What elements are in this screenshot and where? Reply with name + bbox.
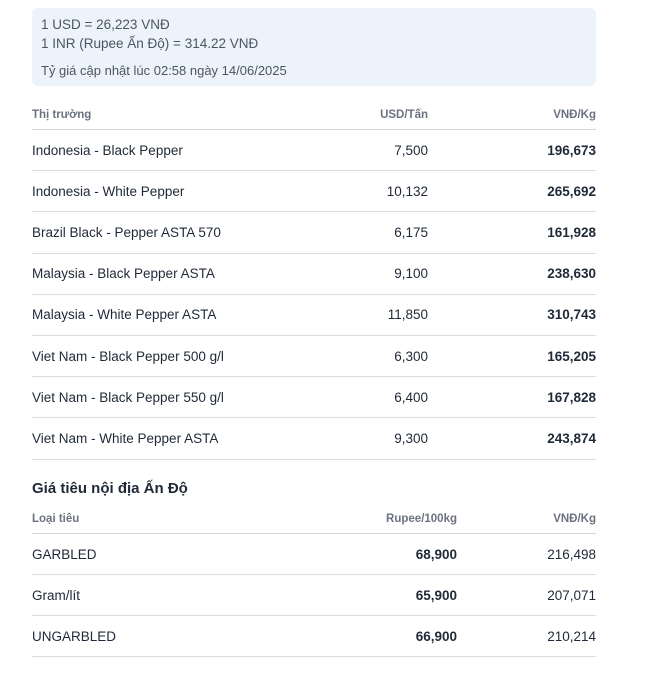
header-vnd-per-kg: VNĐ/Kg bbox=[428, 101, 596, 130]
vnd-price-cell: 216,498 bbox=[457, 533, 596, 575]
market-name-cell: Brazil Black - Pepper ASTA 570 bbox=[32, 211, 342, 254]
market-name-cell: Viet Nam - Black Pepper 500 g/l bbox=[32, 335, 342, 378]
vnd-price-cell: 265,692 bbox=[428, 170, 596, 213]
usd-price-cell: 7,500 bbox=[342, 129, 428, 172]
vnd-price-cell: 196,673 bbox=[428, 129, 596, 172]
vnd-price-cell: 238,630 bbox=[428, 253, 596, 295]
table-row: Indonesia - White Pepper 10,132 265,692 bbox=[32, 170, 596, 213]
market-name-cell: Malaysia - Black Pepper ASTA bbox=[32, 253, 342, 295]
vnd-price-cell: 165,205 bbox=[428, 335, 596, 378]
table-header-row: Thị trường USD/Tấn VNĐ/Kg bbox=[32, 101, 596, 130]
section-title-india-domestic: Giá tiêu nội địa Ấn Độ bbox=[32, 480, 188, 497]
header-pepper-type: Loại tiêu bbox=[32, 505, 342, 534]
rupee-price-cell: 65,900 bbox=[342, 574, 457, 616]
usd-price-cell: 9,100 bbox=[342, 253, 428, 295]
vnd-price-cell: 243,874 bbox=[428, 417, 596, 460]
table-row: UNGARBLED 66,900 210,214 bbox=[32, 615, 596, 657]
usd-price-cell: 9,300 bbox=[342, 417, 428, 460]
market-name-cell: Viet Nam - White Pepper ASTA bbox=[32, 417, 342, 460]
rate-updated-time: Tỷ giá cập nhật lúc 02:58 ngày 14/06/202… bbox=[41, 63, 287, 78]
exchange-rate-box: 1 USD = 26,223 VNĐ 1 INR (Rupee Ấn Độ) =… bbox=[32, 8, 596, 86]
table-row: Viet Nam - White Pepper ASTA 9,300 243,874 bbox=[32, 417, 596, 460]
table-row: Malaysia - White Pepper ASTA 11,850 310,74… bbox=[32, 294, 596, 336]
pepper-type-cell: GARBLED bbox=[32, 533, 342, 575]
market-name-cell: Indonesia - White Pepper bbox=[32, 170, 342, 213]
pepper-type-cell: Gram/lít bbox=[32, 574, 342, 616]
header-vnd-per-kg: VNĐ/Kg bbox=[457, 505, 596, 534]
table-row: Brazil Black - Pepper ASTA 570 6,175 161,9… bbox=[32, 211, 596, 254]
vnd-price-cell: 167,828 bbox=[428, 376, 596, 419]
usd-price-cell: 6,400 bbox=[342, 376, 428, 419]
vnd-price-cell: 210,214 bbox=[457, 615, 596, 657]
vnd-price-cell: 310,743 bbox=[428, 294, 596, 336]
market-price-table: Thị trường USD/Tấn VNĐ/Kg Indonesia - Bl… bbox=[32, 101, 596, 460]
usd-price-cell: 11,850 bbox=[342, 294, 428, 336]
header-rupee-per-100kg: Rupee/100kg bbox=[342, 505, 457, 534]
header-usd-per-ton: USD/Tấn bbox=[342, 101, 428, 130]
table-row: GARBLED 68,900 216,498 bbox=[32, 533, 596, 575]
vnd-price-cell: 161,928 bbox=[428, 211, 596, 254]
table-row: Viet Nam - Black Pepper 500 g/l 6,300 165,… bbox=[32, 335, 596, 378]
rupee-price-cell: 66,900 bbox=[342, 615, 457, 657]
inr-rate: 1 INR (Rupee Ấn Độ) = 314.22 VNĐ bbox=[41, 36, 259, 51]
market-name-cell: Viet Nam - Black Pepper 550 g/l bbox=[32, 376, 342, 419]
usd-price-cell: 6,175 bbox=[342, 211, 428, 254]
usd-price-cell: 10,132 bbox=[342, 170, 428, 213]
domestic-price-table: Loại tiêu Rupee/100kg VNĐ/Kg GARBLED 68,9… bbox=[32, 505, 596, 657]
table-row: Malaysia - Black Pepper ASTA 9,100 238,630 bbox=[32, 253, 596, 295]
table-header-row: Loại tiêu Rupee/100kg VNĐ/Kg bbox=[32, 505, 596, 534]
pepper-type-cell: UNGARBLED bbox=[32, 615, 342, 657]
header-market: Thị trường bbox=[32, 101, 342, 130]
table-row: Indonesia - Black Pepper 7,500 196,673 bbox=[32, 129, 596, 172]
table-row: Viet Nam - Black Pepper 550 g/l 6,400 167,… bbox=[32, 376, 596, 419]
vnd-price-cell: 207,071 bbox=[457, 574, 596, 616]
market-name-cell: Malaysia - White Pepper ASTA bbox=[32, 294, 342, 336]
rupee-price-cell: 68,900 bbox=[342, 533, 457, 575]
usd-price-cell: 6,300 bbox=[342, 335, 428, 378]
market-name-cell: Indonesia - Black Pepper bbox=[32, 129, 342, 172]
usd-rate: 1 USD = 26,223 VNĐ bbox=[41, 17, 170, 32]
table-row: Gram/lít 65,900 207,071 bbox=[32, 574, 596, 616]
